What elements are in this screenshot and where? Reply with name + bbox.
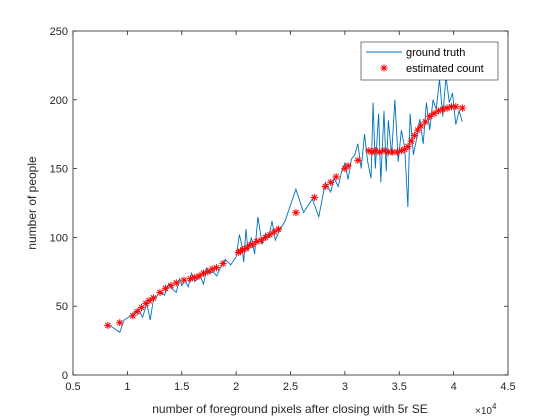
x-axis-label: number of foreground pixels after closin… — [152, 402, 427, 416]
estimated-point — [321, 182, 329, 191]
estimated-point — [426, 112, 434, 120]
estimated-point — [452, 103, 460, 111]
y-axis: 0 50 100 150 200 250 — [50, 26, 508, 382]
estimated-point — [219, 259, 227, 268]
estimated-point — [327, 178, 335, 186]
estimated-point — [145, 297, 153, 305]
estimated-point — [104, 321, 112, 330]
estimated-point — [404, 142, 412, 151]
series-estimated-count-markers — [104, 103, 466, 330]
legend-estimated-count-marker — [380, 64, 388, 72]
y-tick-label: 200 — [50, 95, 68, 107]
x-exponent-label: ×104 — [475, 402, 497, 417]
y-tick-label: 100 — [50, 232, 68, 244]
estimated-point — [430, 109, 438, 118]
estimated-point — [212, 264, 221, 272]
estimated-point — [421, 118, 429, 126]
estimated-point — [261, 233, 270, 241]
estimated-point — [407, 137, 415, 145]
estimated-point — [270, 228, 278, 236]
x-exponent-power: 4 — [492, 402, 497, 411]
estimated-point — [167, 281, 175, 290]
x-tick-label: 0.5 — [65, 381, 80, 393]
estimated-point — [310, 193, 319, 202]
estimated-point — [458, 104, 466, 112]
estimated-point — [116, 319, 124, 327]
estimated-point — [204, 268, 212, 276]
estimated-point — [414, 126, 422, 134]
series-ground-truth-line — [107, 76, 463, 334]
estimated-point — [172, 279, 180, 287]
legend-box — [360, 41, 499, 81]
estimated-point — [161, 284, 170, 292]
estimated-point — [149, 294, 158, 302]
y-axis-label: number of people — [25, 156, 39, 250]
legend-ground-truth-label: ground truth — [406, 47, 465, 59]
estimated-point — [344, 162, 352, 170]
x-tick-label: 1.5 — [174, 381, 189, 393]
x-tick-label: 3.5 — [392, 381, 407, 393]
x-tick-label: 1 — [124, 381, 130, 393]
legend-estimated-count-label: estimated count — [406, 63, 484, 75]
estimated-point — [257, 236, 265, 244]
plot-area — [72, 30, 509, 376]
estimated-point — [156, 288, 164, 297]
x-tick-label: 2.5 — [283, 381, 298, 393]
estimated-point — [195, 272, 203, 280]
estimated-point — [410, 131, 419, 140]
y-tick-label: 0 — [62, 370, 68, 382]
legend-star-icon — [380, 64, 388, 72]
x-tick-label: 3 — [342, 381, 348, 393]
estimated-point — [248, 240, 257, 248]
legend: ground truth estimated count — [360, 41, 499, 81]
x-tick-label: 2 — [233, 381, 239, 393]
y-tick-label: 250 — [50, 26, 68, 38]
y-tick-label: 150 — [50, 164, 68, 176]
estimated-point — [354, 156, 362, 164]
estimated-point — [274, 225, 283, 233]
estimated-point — [180, 276, 188, 284]
x-axis: 0.5 1 1.5 2 2.5 3 3.5 4 4.5 — [65, 31, 516, 393]
x-tick-label: 4.5 — [500, 381, 515, 393]
estimated-point — [266, 231, 274, 239]
estimated-point — [292, 209, 300, 217]
x-tick-label: 4 — [451, 381, 457, 393]
y-tick-label: 50 — [56, 301, 68, 313]
estimated-point — [332, 173, 340, 181]
